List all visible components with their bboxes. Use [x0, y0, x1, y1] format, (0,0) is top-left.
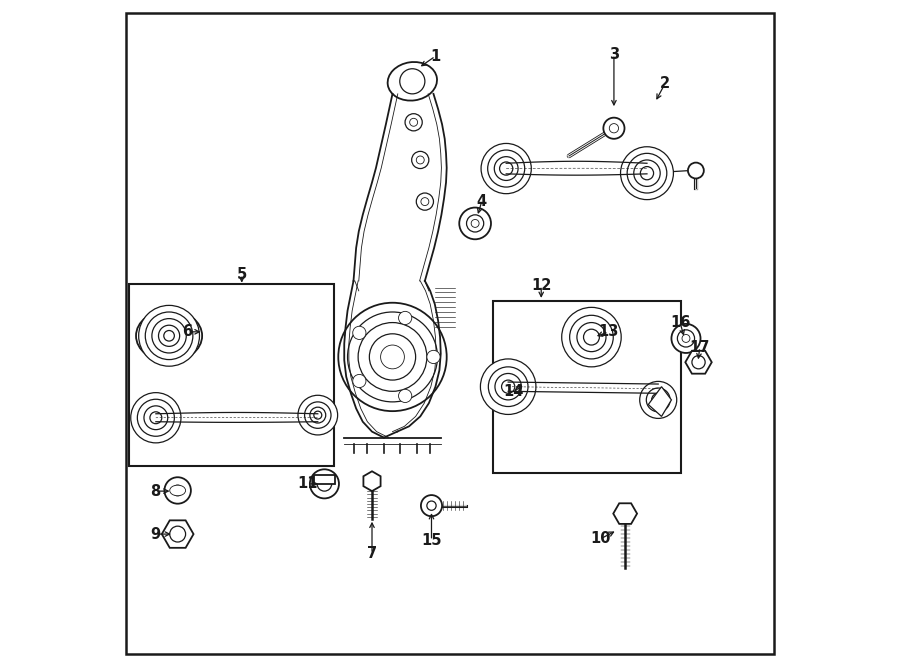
Polygon shape: [156, 412, 318, 422]
Circle shape: [399, 389, 412, 403]
Text: 7: 7: [367, 547, 377, 561]
Circle shape: [145, 312, 193, 360]
Circle shape: [640, 381, 677, 418]
Circle shape: [314, 411, 322, 419]
Text: 2: 2: [660, 77, 670, 91]
Circle shape: [609, 124, 618, 133]
Circle shape: [310, 407, 326, 423]
Circle shape: [381, 345, 404, 369]
Text: 11: 11: [298, 477, 318, 491]
Circle shape: [173, 485, 183, 496]
Circle shape: [488, 150, 525, 187]
Text: 6: 6: [183, 325, 193, 339]
Circle shape: [501, 380, 515, 393]
Circle shape: [482, 143, 531, 194]
Circle shape: [472, 219, 479, 227]
Circle shape: [152, 319, 186, 353]
Circle shape: [144, 406, 167, 430]
Circle shape: [298, 395, 338, 435]
Circle shape: [682, 334, 690, 342]
Text: 10: 10: [590, 531, 611, 546]
Text: 13: 13: [598, 325, 619, 339]
Circle shape: [347, 312, 437, 402]
Circle shape: [421, 495, 442, 516]
Circle shape: [495, 373, 521, 400]
Text: 8: 8: [150, 484, 160, 498]
Circle shape: [427, 501, 436, 510]
Circle shape: [304, 402, 331, 428]
Circle shape: [130, 393, 181, 443]
Text: 14: 14: [503, 384, 524, 399]
Circle shape: [165, 477, 191, 504]
Circle shape: [338, 303, 446, 411]
Circle shape: [570, 315, 613, 359]
Circle shape: [652, 393, 665, 407]
Circle shape: [500, 162, 513, 175]
Circle shape: [138, 399, 175, 436]
Ellipse shape: [170, 485, 185, 496]
Circle shape: [678, 330, 695, 347]
Circle shape: [353, 327, 366, 340]
Circle shape: [671, 324, 700, 353]
Text: 9: 9: [150, 527, 160, 541]
Ellipse shape: [388, 62, 437, 100]
Circle shape: [641, 167, 653, 180]
Circle shape: [620, 147, 673, 200]
Circle shape: [310, 469, 339, 498]
Circle shape: [158, 325, 180, 346]
Polygon shape: [648, 387, 671, 416]
Polygon shape: [506, 161, 647, 175]
Ellipse shape: [136, 310, 202, 362]
Circle shape: [170, 526, 185, 542]
Circle shape: [417, 193, 434, 210]
Text: 16: 16: [670, 315, 690, 330]
Circle shape: [410, 118, 418, 126]
Circle shape: [317, 477, 332, 491]
Circle shape: [481, 359, 536, 414]
Polygon shape: [508, 382, 658, 393]
Circle shape: [562, 307, 621, 367]
Circle shape: [164, 330, 175, 341]
Circle shape: [369, 334, 416, 380]
Circle shape: [417, 156, 424, 164]
Circle shape: [634, 160, 661, 186]
Circle shape: [688, 163, 704, 178]
Circle shape: [427, 350, 440, 364]
Text: 17: 17: [689, 340, 710, 354]
Circle shape: [466, 215, 483, 232]
Text: 1: 1: [430, 49, 441, 63]
Circle shape: [627, 153, 667, 193]
Bar: [130, 284, 334, 466]
Circle shape: [577, 323, 606, 352]
Bar: [314, 475, 335, 484]
Circle shape: [489, 367, 528, 407]
Circle shape: [646, 388, 670, 412]
Text: 4: 4: [477, 194, 487, 209]
Circle shape: [358, 323, 427, 391]
Circle shape: [353, 374, 366, 387]
Bar: [493, 301, 681, 473]
Text: 12: 12: [531, 278, 552, 293]
Circle shape: [459, 208, 491, 239]
Circle shape: [411, 151, 428, 169]
Circle shape: [405, 114, 422, 131]
Circle shape: [692, 356, 705, 369]
Circle shape: [494, 157, 518, 180]
Circle shape: [421, 198, 428, 206]
Text: 15: 15: [421, 533, 442, 548]
Circle shape: [400, 69, 425, 94]
Circle shape: [399, 311, 412, 325]
Text: 5: 5: [237, 267, 247, 282]
Circle shape: [583, 329, 599, 345]
Circle shape: [603, 118, 625, 139]
Circle shape: [139, 305, 200, 366]
Circle shape: [150, 412, 162, 424]
Text: 3: 3: [609, 47, 619, 61]
Polygon shape: [354, 94, 446, 281]
